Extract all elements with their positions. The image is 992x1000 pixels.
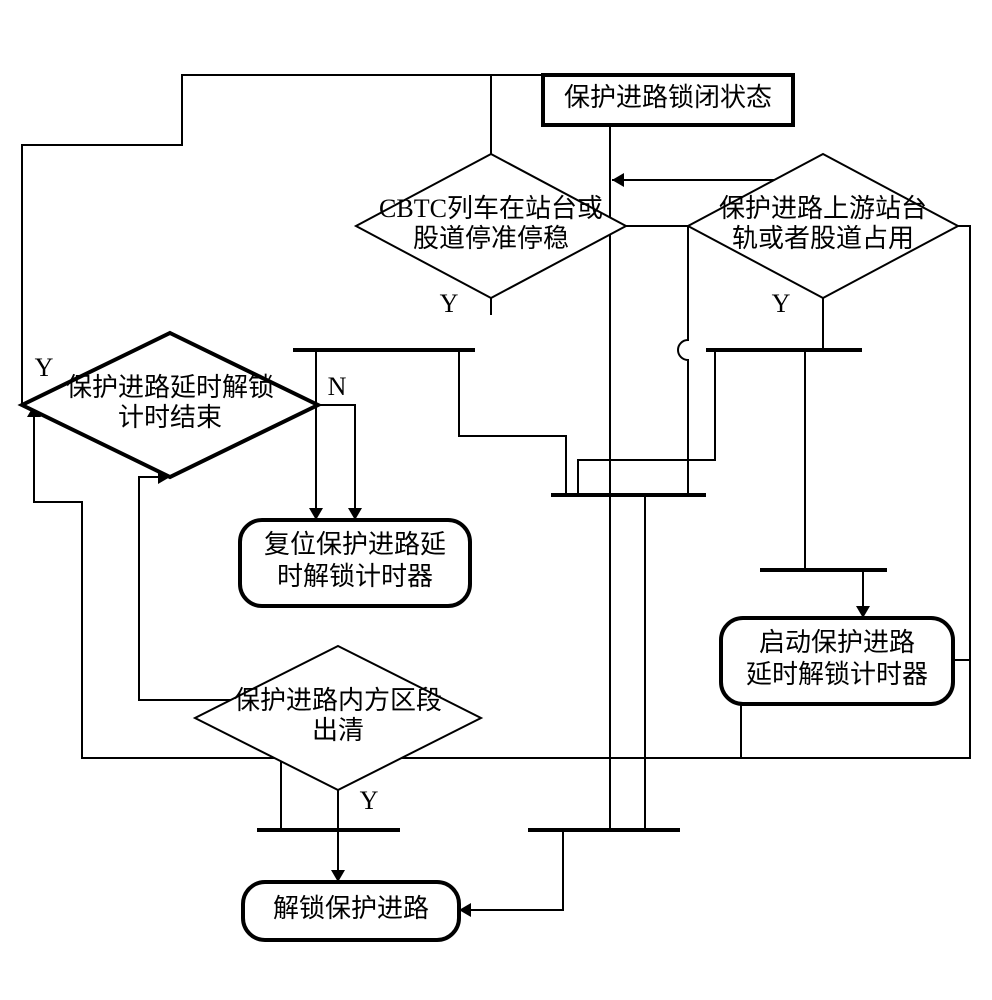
svg-text:保护进路上游站台: 保护进路上游站台 xyxy=(719,194,927,223)
svg-text:CBTC列车在站台或: CBTC列车在站台或 xyxy=(379,194,603,223)
svg-text:保护进路锁闭状态: 保护进路锁闭状态 xyxy=(564,83,772,112)
svg-text:复位保护进路延: 复位保护进路延 xyxy=(264,530,446,559)
svg-text:出清: 出清 xyxy=(312,716,364,745)
svg-text:解锁保护进路: 解锁保护进路 xyxy=(273,894,429,923)
svg-text:N: N xyxy=(328,372,347,401)
svg-text:Y: Y xyxy=(772,289,791,318)
svg-text:保护进路内方区段: 保护进路内方区段 xyxy=(234,686,442,715)
svg-text:Y: Y xyxy=(35,353,54,382)
svg-text:时解锁计时器: 时解锁计时器 xyxy=(277,562,433,591)
svg-text:保护进路延时解锁: 保护进路延时解锁 xyxy=(66,373,274,402)
svg-text:轨或者股道占用: 轨或者股道占用 xyxy=(732,224,914,253)
svg-text:计时结束: 计时结束 xyxy=(118,403,222,432)
svg-text:延时解锁计时器: 延时解锁计时器 xyxy=(746,660,928,689)
svg-text:股道停准停稳: 股道停准停稳 xyxy=(413,224,569,253)
svg-text:Y: Y xyxy=(440,289,459,318)
svg-text:启动保护进路: 启动保护进路 xyxy=(759,628,915,657)
svg-text:Y: Y xyxy=(360,786,379,815)
